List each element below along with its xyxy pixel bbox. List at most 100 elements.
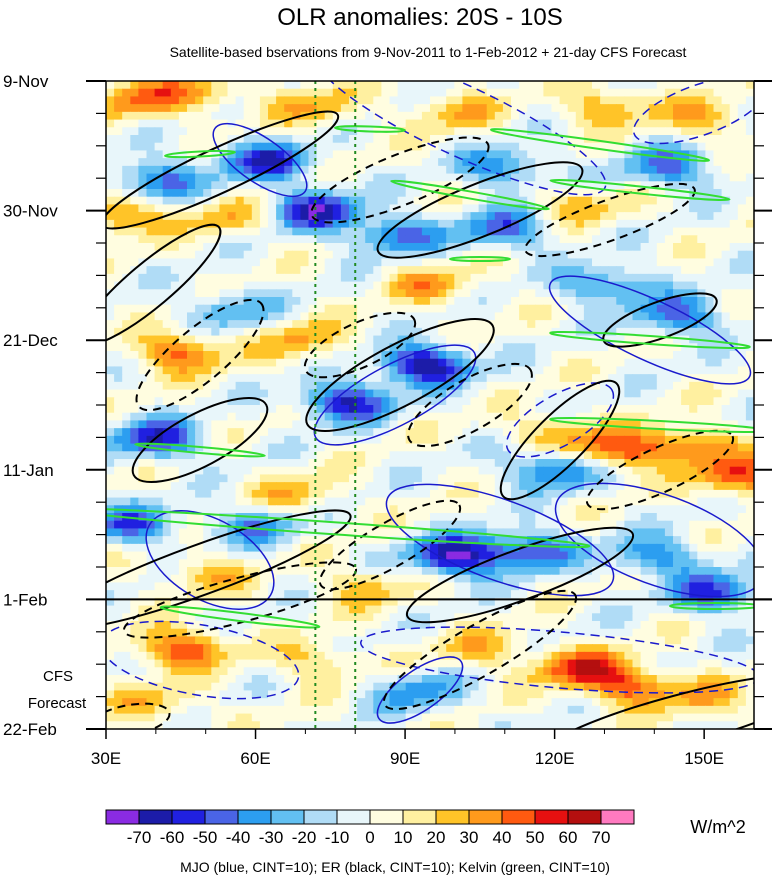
heatmap-cell (357, 243, 366, 252)
heatmap-cell (211, 135, 220, 144)
heatmap-cell (284, 466, 293, 476)
heatmap-cell (324, 443, 334, 452)
heatmap-cell (203, 150, 212, 159)
heatmap-cell (195, 111, 204, 121)
heatmap-cell (632, 281, 642, 290)
heatmap-cell (486, 127, 496, 136)
heatmap-cell (681, 381, 690, 391)
heatmap-cell (624, 358, 634, 368)
heatmap-cell (673, 266, 682, 275)
heatmap-cell (721, 489, 731, 499)
heatmap-cell (681, 389, 690, 398)
heatmap-cell (454, 312, 463, 321)
heatmap-cell (340, 428, 350, 437)
heatmap-cell (535, 320, 544, 329)
heatmap-cell (114, 389, 123, 398)
heatmap-cell (284, 204, 293, 213)
heatmap-cell (592, 189, 601, 198)
heatmap-cell (203, 351, 212, 360)
heatmap-cell (178, 543, 188, 553)
heatmap-cell (502, 250, 512, 260)
heatmap-cell (737, 96, 747, 105)
heatmap-cell (697, 158, 706, 167)
heatmap-cell (640, 88, 650, 98)
heatmap-cell (365, 528, 374, 537)
heatmap-cell (284, 497, 293, 506)
heatmap-cell (195, 258, 204, 267)
heatmap-cell (656, 111, 666, 121)
heatmap-cell (535, 497, 544, 506)
heatmap-cell (219, 204, 229, 213)
heatmap-cell (227, 127, 237, 136)
heatmap-cell (219, 243, 229, 252)
heatmap-cell (259, 443, 269, 452)
heatmap-cell (681, 96, 690, 105)
heatmap-cell (203, 528, 212, 537)
heatmap-cell (284, 412, 293, 422)
heatmap-cell (673, 551, 682, 560)
heatmap-cell (583, 104, 593, 113)
heatmap-cell (600, 451, 609, 460)
heatmap-cell (737, 158, 747, 167)
heatmap-cell (203, 543, 212, 553)
heatmap-cell (551, 482, 561, 491)
heatmap-cell (681, 227, 690, 236)
heatmap-cell (227, 189, 237, 198)
heatmap-cell (276, 297, 285, 306)
heatmap-cell (454, 327, 463, 337)
heatmap-cell (543, 266, 553, 275)
heatmap-cell (373, 281, 382, 290)
heatmap-cell (470, 204, 480, 213)
heatmap-cell (673, 289, 682, 298)
heatmap-cell (178, 358, 188, 368)
heatmap-cell (600, 466, 609, 476)
heatmap-cell (130, 343, 139, 352)
heatmap-cell (235, 235, 245, 244)
heatmap-cell (478, 227, 488, 236)
heatmap-cell (689, 366, 698, 375)
heatmap-cell (138, 459, 148, 468)
heatmap-cell (227, 351, 237, 360)
heatmap-cell (697, 397, 706, 406)
heatmap-cell (357, 366, 366, 375)
heatmap-cell (470, 381, 480, 391)
heatmap-cell (106, 212, 115, 221)
heatmap-cell (349, 304, 358, 314)
heatmap-cell (292, 327, 301, 337)
heatmap-cell (462, 219, 472, 229)
heatmap-cell (276, 312, 285, 321)
heatmap-cell (276, 474, 285, 483)
heatmap-cell (600, 142, 609, 152)
heatmap-cell (300, 543, 310, 553)
heatmap-cell (106, 266, 115, 275)
heatmap-cell (122, 374, 131, 383)
heatmap-cell (284, 559, 293, 568)
heatmap-cell (446, 459, 455, 468)
heatmap-cell (106, 489, 115, 499)
heatmap-cell (170, 250, 180, 260)
heatmap-cell (114, 351, 123, 360)
heatmap-cell (632, 243, 642, 252)
heatmap-cell (527, 158, 536, 167)
heatmap-cell (349, 543, 358, 553)
heatmap-cell (259, 505, 269, 514)
heatmap-cell (632, 397, 642, 406)
heatmap-cell (421, 320, 431, 329)
heatmap-cell (656, 466, 666, 476)
heatmap-cell (462, 428, 472, 437)
heatmap-cell (138, 119, 148, 128)
heatmap-cell (535, 273, 544, 283)
heatmap-cell (673, 366, 682, 375)
heatmap-cell (251, 489, 261, 499)
heatmap-cell (511, 343, 520, 352)
heatmap-cell (211, 405, 220, 414)
heatmap-cell (608, 204, 617, 213)
heatmap-cell (259, 327, 269, 337)
heatmap-cell (187, 343, 196, 352)
heatmap-cell (187, 559, 196, 568)
heatmap-cell (389, 273, 399, 283)
heatmap-cell (689, 150, 698, 159)
heatmap-cell (454, 273, 463, 283)
heatmap-cell (745, 273, 754, 283)
heatmap-cell (114, 150, 123, 159)
